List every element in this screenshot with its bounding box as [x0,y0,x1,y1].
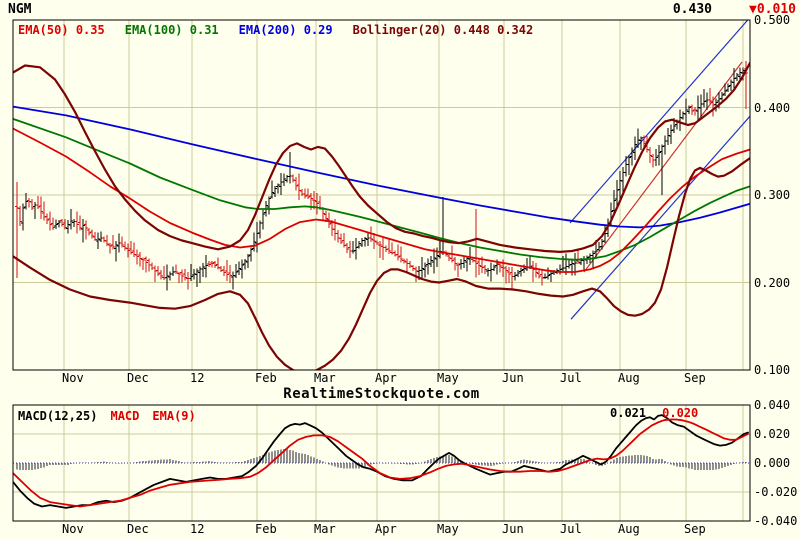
x-axis-label-macd: 12 [190,522,205,536]
x-axis-label-main: Apr [375,371,397,385]
x-axis-label-main: Nov [62,371,84,385]
x-axis-label-main: Mar [314,371,336,385]
x-axis-label-macd: Sep [684,522,706,536]
y-axis-label-main: 0.200 [754,275,791,290]
macd-value: 0.021 [610,406,647,420]
y-axis-label-main: 0.400 [754,100,791,115]
x-axis-label-main: Aug [618,371,640,385]
y-axis-label-main: 0.100 [754,363,791,377]
y-axis-label-main: 0.500 [754,13,791,27]
macd-params: MACD(12,25) [18,409,98,423]
x-axis-label-macd: Dec [127,522,149,536]
x-axis-label-macd: Jun [502,522,524,536]
x-axis-label-macd: Aug [618,522,640,536]
x-axis-label-macd: Jul [560,522,582,536]
legend-ema100: EMA(100) 0.31 [124,23,219,37]
x-axis-label-main: Jun [502,371,524,385]
x-axis-label-main: May [437,371,459,385]
symbol-title: NGM [8,2,32,17]
last-price: 0.430 [672,2,712,17]
x-axis-label-main: Feb [255,371,277,385]
y-axis-label-macd: 0.020 [754,427,791,441]
x-axis-label-macd: Nov [62,522,84,536]
ohlc-bars-down [15,61,748,290]
main-panel [13,20,750,370]
y-axis-label-macd: 0.000 [754,456,791,470]
trendline-channel-upper [569,20,749,224]
x-axis-label-main: Dec [127,371,149,385]
y-axis-label-macd: 0.040 [754,398,791,412]
macd-signal-label: EMA(9) [152,409,196,423]
y-axis-label-main: 0.300 [754,188,791,202]
macd-signal-value: 0.020 [662,406,699,420]
watermark: RealtimeStockquote.com [283,386,480,402]
x-axis-label-main: 12 [190,371,205,385]
main-chart-legend: EMA(50) 0.35 EMA(100) 0.31 EMA(200) 0.29… [18,23,533,37]
x-axis-label-macd: Feb [255,522,277,536]
legend-ema50: EMA(50) 0.35 [18,23,105,37]
x-axis-label-macd: Apr [375,522,397,536]
macd-line-label: MACD [110,409,140,423]
macd-legend: MACD(12,25) MACD EMA(9) [18,409,196,423]
macd-panel [13,405,750,521]
macd-current-values: 0.021 0.020 [610,406,698,420]
y-axis-label-macd: -0.020 [754,485,798,499]
y-axis-label-macd: -0.040 [754,514,798,528]
trendline-channel-lower [570,115,750,320]
x-axis-label-macd: May [437,522,459,536]
x-axis-label-main: Sep [684,371,706,385]
x-axis-label-macd: Mar [314,522,336,536]
price-change: ▼0.010 [749,2,796,17]
legend-ema200: EMA(200) 0.29 [238,23,333,37]
macd-histogram [16,448,747,471]
legend-bollinger: Bollinger(20) 0.448 0.342 [352,23,534,37]
x-axis-label-main: Jul [560,371,582,385]
trendline-support-red [583,61,743,273]
